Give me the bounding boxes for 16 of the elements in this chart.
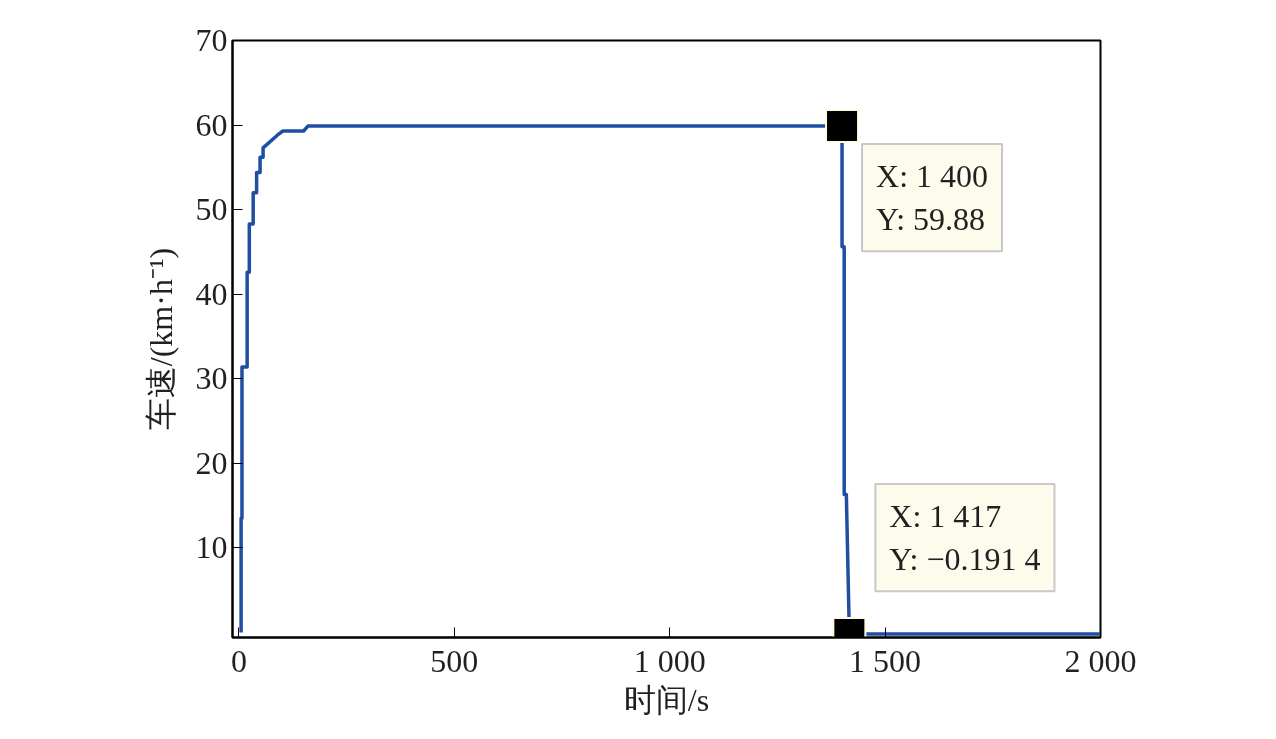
y-tick-label: 60 [195,106,228,143]
y-tick-label: 30 [195,360,228,397]
y-tick-label: 70 [195,22,228,58]
x-tick-label: 1 000 [633,642,706,679]
y-tick-label: 40 [195,275,228,312]
y-axis-title: 车速/(km·h⁻¹) [142,247,179,431]
x-tick-label: 2 000 [1064,642,1137,679]
annotation: X: 1 400 Y: 59.88 [876,158,989,238]
y-tick-label: 50 [195,191,228,228]
y-tick-label: 20 [195,444,228,481]
y-tick-label: 10 [195,529,228,566]
x-tick-label: 0 [230,642,247,679]
x-tick-label: 1 500 [849,642,922,679]
x-tick-label: 500 [430,642,479,679]
annotation: X: 1 417 Y: −0.191 4 [889,498,1041,578]
x-axis-title: 时间/s [623,681,710,718]
